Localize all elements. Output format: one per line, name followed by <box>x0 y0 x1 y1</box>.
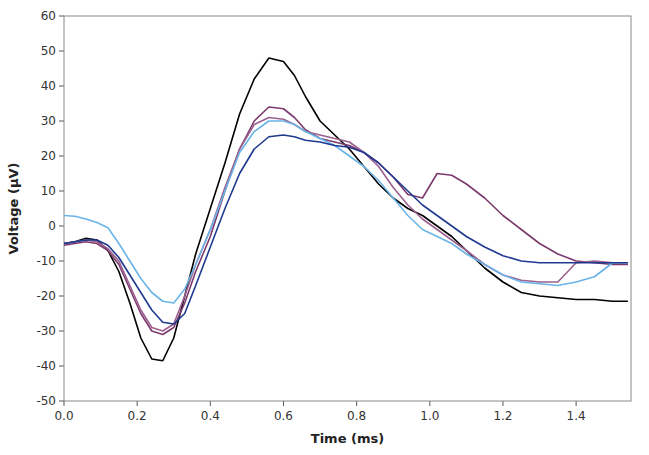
x-tick-label: 1.4 <box>567 409 586 423</box>
y-tick <box>59 366 64 367</box>
y-tick-label: -30 <box>36 324 56 338</box>
y-tick <box>59 191 64 192</box>
y-tick-label: -50 <box>36 394 56 408</box>
x-tick <box>356 401 357 406</box>
x-tick <box>429 401 430 406</box>
y-tick-label: 0 <box>48 219 56 233</box>
y-tick-label: 20 <box>41 149 56 163</box>
x-axis-label: Time (ms) <box>311 431 384 446</box>
y-tick-label: 60 <box>41 9 56 23</box>
y-tick-label: -10 <box>36 254 56 268</box>
x-tick-label: 0.4 <box>201 409 220 423</box>
x-tick-label: 1.0 <box>420 409 439 423</box>
line <box>64 135 627 324</box>
lines <box>64 58 627 361</box>
y-tick <box>59 401 64 402</box>
x-tick-label: 0.2 <box>128 409 147 423</box>
chart: 0.0 0.2 0.4 0.6 0.8 1.0 1.2 1.4 -50 -40 -30 -20 -10 0… <box>0 0 649 455</box>
y-tick <box>59 261 64 262</box>
y-tick <box>59 16 64 17</box>
y-axis-label: Voltage (μV) <box>6 163 21 255</box>
y-tick-label: -20 <box>36 289 56 303</box>
y-tick <box>59 296 64 297</box>
y-tick <box>59 51 64 52</box>
y-tick-label: 50 <box>41 44 56 58</box>
y-tick-label: -40 <box>36 359 56 373</box>
y-tick <box>59 86 64 87</box>
line <box>64 121 627 303</box>
x-tick-label: 0.8 <box>347 409 366 423</box>
x-tick <box>210 401 211 406</box>
x-tick <box>502 401 503 406</box>
line <box>64 107 627 335</box>
plot-frame <box>64 16 631 401</box>
x-tick-label: 0.0 <box>54 409 73 423</box>
line <box>64 118 627 332</box>
y-tick-label: 10 <box>41 184 56 198</box>
axes: 0.0 0.2 0.4 0.6 0.8 1.0 1.2 1.4 -50 -40 -30 -20 -10 0… <box>36 9 631 423</box>
y-tick <box>59 121 64 122</box>
x-tick-label: 0.6 <box>274 409 293 423</box>
x-tick <box>283 401 284 406</box>
x-tick <box>137 401 138 406</box>
y-tick-label: 40 <box>41 79 56 93</box>
x-tick-label: 1.2 <box>493 409 512 423</box>
y-tick <box>59 156 64 157</box>
y-tick <box>59 331 64 332</box>
line <box>64 58 627 361</box>
x-tick <box>576 401 577 406</box>
y-tick <box>59 226 64 227</box>
x-tick <box>64 401 65 406</box>
y-tick-label: 30 <box>41 114 56 128</box>
